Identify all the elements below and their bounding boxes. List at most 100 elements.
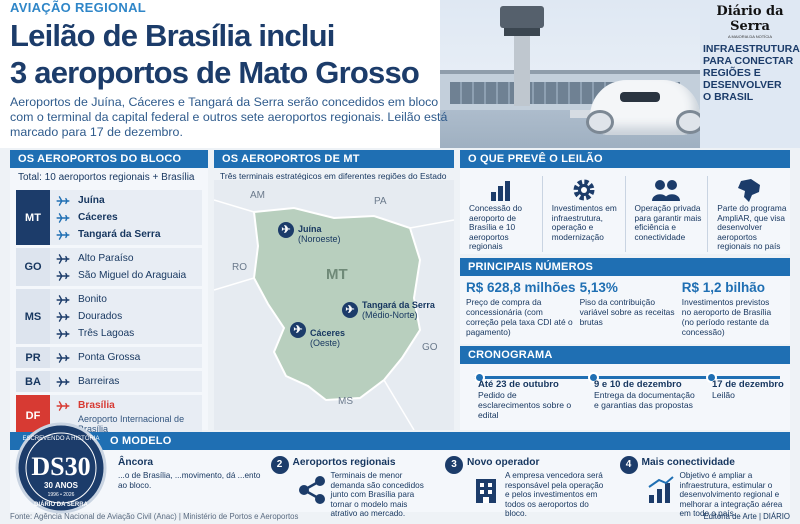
neighbor-label: RO — [232, 262, 247, 273]
city-label-juina: Juína (Noroeste) — [298, 224, 341, 244]
airplane-icon — [56, 294, 70, 305]
growth-icon — [647, 476, 674, 503]
building-icon — [476, 479, 496, 503]
airplane-icon — [56, 400, 70, 411]
panel-title: OS AEROPORTOS DO BLOCO — [10, 150, 208, 168]
state-group-ms: MS Bonito Dourados Três Lagoas — [16, 289, 202, 344]
timeline-dot — [706, 372, 717, 383]
number-description: Investimentos previstos no aeroporto de … — [681, 297, 772, 337]
airport-item[interactable]: Juína — [56, 192, 202, 209]
slogan-line: O BRASIL — [703, 91, 754, 103]
number-value: R$ 628,8 milhões — [466, 280, 576, 295]
seal-bottom-text: DIÁRIO DA SERRA — [34, 501, 88, 508]
timeline-event: 17 de dezembro Leilão — [712, 379, 784, 401]
airport-item[interactable]: Barreiras — [56, 373, 202, 390]
seal-years-text: 30 ANOS — [44, 481, 79, 490]
model-step: Âncora ...o de Brasília, ...movimento, d… — [118, 457, 261, 490]
mato-grosso-map — [214, 180, 454, 430]
state-badge: MT — [16, 190, 50, 245]
airport-pin-icon[interactable]: ✈ — [342, 302, 358, 318]
state-group-mt: MT Juína Cáceres Tangará da Serra — [16, 190, 202, 245]
slogan-line: PARA CONECTAR — [703, 55, 794, 67]
state-map-label: MT — [326, 266, 348, 283]
brand-tagline: A MAIORIA DA NOTÍCIA — [727, 34, 772, 39]
control-tower-illustration — [500, 6, 544, 106]
number-item: 5,13% Piso da contribuição variável sobr… — [580, 280, 682, 337]
state-group-ba: BA Barreiras — [16, 371, 202, 392]
section-tag: AVIAÇÃO REGIONAL — [10, 0, 147, 15]
brazil-map-icon — [738, 179, 761, 202]
airport-item[interactable]: Ponta Grossa — [56, 349, 202, 366]
panel-title: OS AEROPORTOS DE MT — [214, 150, 454, 168]
timeline-line — [474, 376, 780, 379]
seal-range-text: 1996 • 2026 — [48, 492, 75, 498]
brand-block: Diário da Serra A MAIORIA DA NOTÍCIA INF… — [703, 4, 800, 103]
gear-icon — [573, 179, 595, 201]
map-subtitle: Três terminais estratégicos em diferente… — [220, 171, 447, 181]
key-numbers-panel: PRINCIPAIS NÚMEROS R$ 628,8 milhões Preç… — [460, 258, 790, 344]
city-label-tangara: Tangará da Serra (Médio-Norte) — [362, 300, 435, 320]
number-item: R$ 1,2 bilhão Investimentos previstos no… — [682, 280, 784, 337]
number-value: 5,13% — [579, 280, 618, 295]
panel-title: O MODELO — [10, 432, 790, 450]
state-badge: BA — [16, 371, 50, 392]
hero-right-panel — [700, 0, 800, 148]
airport-pin-icon[interactable]: ✈ — [278, 222, 294, 238]
state-group-pr: PR Ponta Grossa — [16, 347, 202, 368]
slogan-line: DESENVOLVER — [703, 79, 782, 91]
airplane-icon — [56, 195, 70, 206]
headline-line-1: Leilão de Brasília inclui — [10, 18, 335, 53]
number-item: R$ 628,8 milhões Preço de compra da conc… — [466, 280, 580, 337]
airport-item[interactable]: Bonito — [56, 291, 202, 308]
timeline-panel: CRONOGRAMA Até 23 de outubro Pedido de e… — [460, 346, 790, 430]
airport-item[interactable]: Tangará da Serra — [56, 226, 202, 243]
airplane-icon — [56, 311, 70, 322]
model-panel: O MODELO Âncora ...o de Brasília, ...mov… — [10, 432, 790, 518]
number-description: Preço de compra da concessionária (com c… — [466, 297, 573, 337]
panel-title: CRONOGRAMA — [460, 346, 790, 364]
state-group-go: GO Alto Paraíso São Miguel do Araguaia — [16, 248, 202, 286]
airplane-icon — [56, 253, 70, 264]
scope-item: Concessão do aeroporto de Brasília e 10 … — [460, 176, 543, 252]
model-step: 4 Mais conectividade Objetivo é ampliar … — [616, 454, 791, 519]
slogan-line: REGIÕES E — [703, 67, 761, 79]
hero-header: AVIAÇÃO REGIONAL Leilão de Brasília incl… — [0, 0, 800, 148]
neighbor-label: MS — [338, 396, 353, 407]
model-step: 2 Aeroportos regionais Terminais de meno… — [267, 454, 442, 519]
neighbor-label: GO — [422, 342, 438, 353]
brand-logo[interactable]: Diário da Serra — [716, 4, 784, 34]
airplane-icon — [56, 352, 70, 363]
scope-item: Operação privada para garantir mais efic… — [626, 176, 709, 252]
airport-item[interactable]: Três Lagoas — [56, 325, 202, 342]
mt-map-panel: OS AEROPORTOS DE MT Três terminais estra… — [214, 150, 454, 430]
scope-item: Parte do programa AmpliAR, que visa dese… — [708, 176, 790, 252]
panel-title: O QUE PREVÊ O LEILÃO — [460, 150, 790, 168]
seal-top-text: ESCREVENDO A HISTÓRIA — [22, 435, 99, 442]
airport-item[interactable]: Alto Paraíso — [56, 250, 202, 267]
airports-block-panel: OS AEROPORTOS DO BLOCO Total: 10 aeropor… — [10, 150, 208, 436]
number-description: Piso da contribuição variável sobre as r… — [579, 297, 675, 327]
anniversary-seal-logo: ESCREVENDO A HISTÓRIA DS30 30 ANOS 1996 … — [15, 422, 107, 514]
number-value: R$ 1,2 bilhão — [681, 280, 766, 295]
airplane-illustration — [570, 70, 700, 140]
airport-item[interactable]: Dourados — [56, 308, 202, 325]
airplane-icon — [56, 212, 70, 223]
people-icon — [652, 180, 681, 201]
airport-item[interactable]: Cáceres — [56, 209, 202, 226]
airport-item[interactable]: Brasília — [56, 397, 202, 414]
auction-scope-panel: O QUE PREVÊ O LEILÃO Concessão do aeropo… — [460, 150, 790, 254]
state-badge: PR — [16, 347, 50, 368]
city-label-caceres: Cáceres (Oeste) — [310, 328, 346, 348]
network-icon — [298, 476, 325, 504]
airplane-icon — [56, 376, 70, 387]
airport-pin-icon[interactable]: ✈ — [290, 322, 306, 338]
timeline-event: 9 e 10 de dezembro Entrega da documentaç… — [594, 379, 695, 411]
model-step: 3 Novo operador A empresa vencedora será… — [441, 454, 616, 519]
airport-item[interactable]: São Miguel do Araguaia — [56, 267, 202, 284]
credit-footer: Editoria de Arte | DIÁRIO — [703, 512, 790, 521]
timeline-dot — [588, 372, 599, 383]
seal-big-text: DS30 — [31, 452, 90, 481]
airport-note: Aeroporto Internacional de Brasília — [78, 414, 185, 434]
headline-line-2: 3 aeroportos de Mato Grosso — [10, 55, 420, 90]
panel-title: PRINCIPAIS NÚMEROS — [460, 258, 790, 276]
